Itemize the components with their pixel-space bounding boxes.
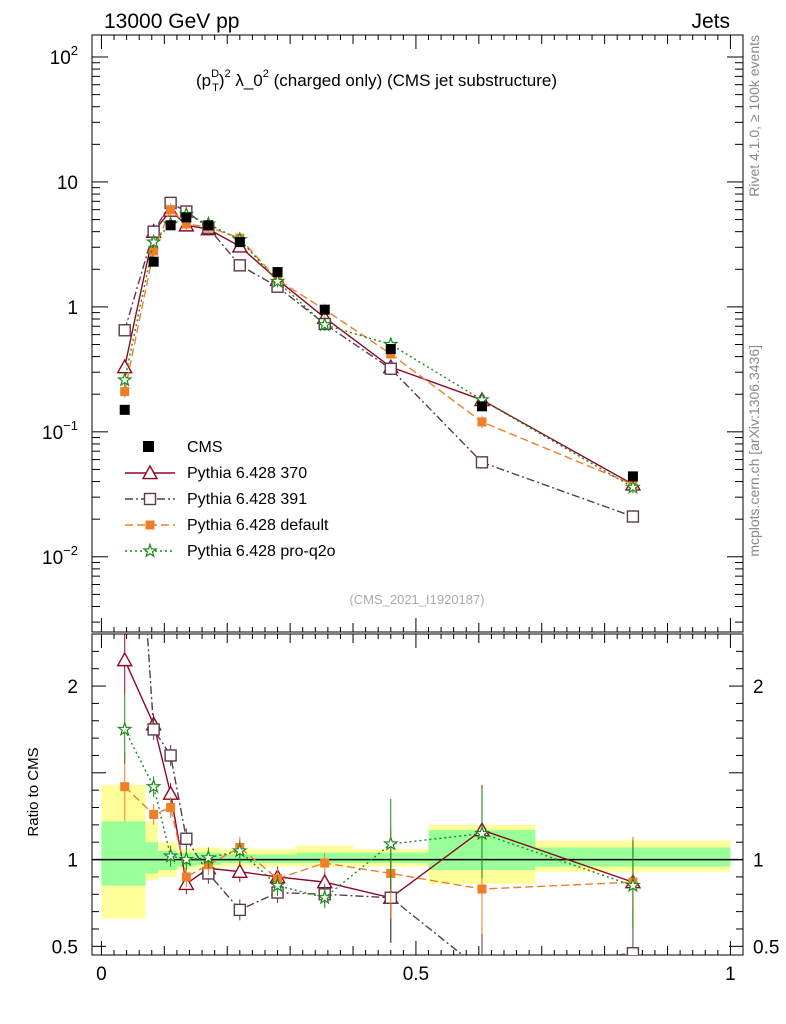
rivet-version-label: Rivet 4.1.0, ≥ 100k events [746, 35, 762, 197]
axes-ticks: 0 0.5 1 102 10 1 10−1 10−2 2 2 1 1 0.5 0.5 [42, 35, 779, 985]
ratio-1-point-10 [626, 947, 640, 955]
ratio-plot-frame [91, 633, 744, 956]
band-green-0 [101, 821, 146, 886]
plot-title: (pD T)2 λ_02 (charged only) (CMS jet subs… [196, 68, 557, 94]
series-1-point-5 [233, 259, 247, 272]
ratio-line-3 [124, 729, 634, 899]
ratio-tick-label-right: 1 [753, 851, 764, 872]
series-2-point-9 [477, 417, 487, 427]
legend-marker-1 [143, 492, 157, 506]
ratio-2-point-2 [166, 803, 176, 813]
y-tick-label: 1 [67, 298, 78, 319]
ratio-2-point-3 [181, 872, 191, 882]
cms-point-1 [148, 256, 159, 267]
ratio-tick-label-left: 2 [67, 677, 78, 698]
ratio-3-point-9 [474, 825, 490, 841]
ratio-3-point-4 [200, 849, 217, 865]
ratio-ylabel: Ratio to CMS [25, 747, 42, 836]
ratio-1-point-9 [476, 965, 487, 976]
legend-label-0: Pythia 6.428 370 [187, 465, 307, 482]
main-plot-frame [91, 34, 744, 633]
cms-point-2 [165, 220, 176, 231]
cms-point-10 [627, 471, 638, 482]
cms-point-0 [119, 404, 130, 415]
ratio-3-point-2 [162, 847, 179, 863]
ratio-tick-label-right: 2 [753, 677, 764, 698]
ratio-1-point-2 [164, 749, 177, 762]
legend: CMS Pythia 6.428 370 Pythia 6.428 391 Pythi… [125, 439, 336, 560]
cms-point-3 [181, 212, 192, 223]
ratio-2-point-9 [477, 884, 487, 894]
legend-label-3: Pythia 6.428 pro-q2o [187, 543, 336, 560]
legend-marker-2 [145, 520, 155, 530]
ratio-2-point-1 [149, 809, 159, 819]
y-tick-label: 10−2 [42, 543, 78, 569]
series-2-point-0 [120, 387, 130, 397]
series-3-point-10 [624, 478, 641, 494]
legend-label-2: Pythia 6.428 default [187, 517, 329, 534]
cms-point-5 [234, 237, 245, 248]
band-green-6 [258, 854, 297, 864]
x-tick-label: 1 [725, 964, 736, 985]
ratio-tick-label-right: 0.5 [753, 937, 779, 958]
series-3-point-7 [316, 316, 333, 332]
ratio-3-point-7 [316, 889, 333, 905]
series-1-point-10 [626, 510, 640, 523]
band-green-1 [145, 842, 159, 874]
analysis-id-watermark: (CMS_2021_I1920187) [349, 592, 484, 607]
ratio-tick-label-left: 0.5 [52, 937, 78, 958]
ratio-1-point-1 [147, 723, 160, 736]
ratio-3-point-6 [269, 877, 286, 893]
y-tick-label: 102 [50, 43, 78, 69]
ratio-line-1 [146, 634, 634, 955]
uncertainty-bands [92, 784, 743, 919]
y-tick-label: 10−1 [42, 418, 78, 444]
ratio-line-2 [124, 786, 633, 890]
legend-cms-label: CMS [187, 439, 223, 456]
ratio-3-point-1 [145, 778, 162, 794]
ratio-3-point-3 [178, 851, 195, 867]
legend-marker-0 [141, 464, 159, 480]
ratio-3-point-10 [624, 877, 641, 893]
ratio-tick-label-left: 1 [67, 851, 78, 872]
header-energy-label: 13000 GeV pp [104, 10, 239, 33]
legend-cms-marker [143, 441, 154, 452]
ratio-1-point-3 [180, 832, 193, 845]
cms-point-7 [319, 304, 330, 315]
cms-point-6 [272, 267, 283, 278]
legend-label-1: Pythia 6.428 391 [187, 491, 307, 508]
mcplots-label: mcplots.cern.ch [arXiv:1306.3436] [746, 345, 762, 557]
ratio-1-point-5 [233, 903, 247, 917]
series-3-point-1 [145, 233, 162, 249]
x-tick-label: 0.5 [403, 964, 429, 985]
ratio-2-point-0 [120, 782, 130, 792]
ratio-3-point-0 [116, 721, 133, 737]
legend-marker-3 [142, 542, 158, 558]
series-2-point-2 [166, 205, 176, 215]
series-1-point-9 [475, 456, 489, 469]
cms-point-9 [476, 401, 487, 412]
ratio-0-point-0 [116, 651, 133, 667]
cms-point-8 [385, 344, 396, 355]
series-1-point-0 [118, 324, 131, 337]
x-tick-label: 0 [96, 964, 107, 985]
y-tick-label: 10 [57, 173, 78, 194]
series-3-point-0 [116, 371, 133, 387]
ratio-1-point-0 [119, 281, 130, 292]
ratio-2-point-7 [320, 858, 330, 868]
ratio-0-point-5 [231, 863, 249, 879]
main-plot-series [116, 196, 642, 523]
ratio-plot-series [116, 281, 642, 976]
series-1-point-8 [384, 362, 397, 375]
ratio-3-point-5 [231, 842, 248, 858]
cms-point-4 [203, 220, 214, 231]
series-3-point-6 [269, 273, 286, 289]
header-jets-label: Jets [691, 10, 730, 33]
ratio-3-point-8 [382, 835, 399, 851]
